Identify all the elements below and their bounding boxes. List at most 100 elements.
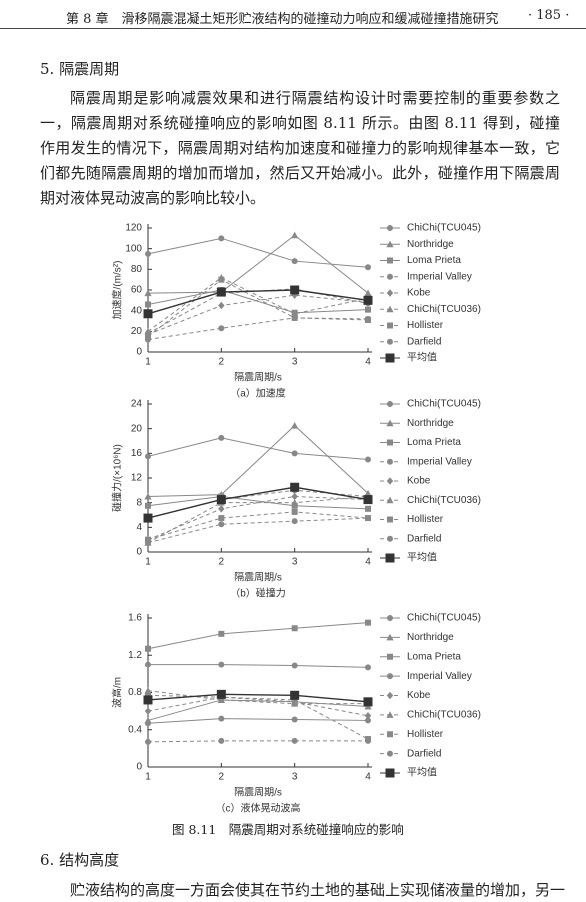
y-tick-label: 0 <box>136 547 142 558</box>
legend-marker <box>386 711 394 718</box>
legend-marker <box>386 419 394 427</box>
marker <box>218 737 225 744</box>
marker <box>291 499 299 506</box>
marker <box>291 231 299 239</box>
marker <box>145 301 151 308</box>
marker <box>291 696 298 703</box>
series-line <box>147 511 369 541</box>
y-tick-label: 0 <box>136 347 142 358</box>
series-line <box>147 696 369 717</box>
chart-caption: （b）碰撞力 <box>230 587 286 600</box>
legend-label: Kobe <box>407 288 431 299</box>
marker <box>145 661 151 668</box>
legend-label: 平均值 <box>407 351 437 364</box>
marker <box>143 513 153 523</box>
legend-label: Imperial Valley <box>407 271 472 282</box>
section-heading: 6. 结构高度 <box>40 851 120 869</box>
marker <box>365 456 371 463</box>
marker <box>363 295 373 305</box>
marker <box>363 697 373 707</box>
legend-marker <box>387 458 393 465</box>
legend-marker <box>385 553 395 563</box>
marker <box>144 687 152 694</box>
legend-label: Northridge <box>407 632 454 643</box>
marker <box>218 661 225 668</box>
y-tick-label: 0 <box>136 762 142 773</box>
marker <box>291 508 298 515</box>
legend-label: Hollister <box>407 320 444 331</box>
marker <box>145 502 151 509</box>
legend-marker <box>387 653 393 660</box>
y-tick-label: 1.2 <box>128 650 142 661</box>
marker <box>291 421 299 429</box>
legend-marker <box>387 535 393 542</box>
x-tick-label: 4 <box>365 557 371 568</box>
legend-label: Loma Prieta <box>407 651 461 662</box>
y-tick-label: 40 <box>131 305 143 316</box>
x-tick-label: 3 <box>292 772 298 783</box>
marker <box>365 515 371 522</box>
legend-marker <box>387 338 393 345</box>
legend-marker <box>385 353 395 363</box>
legend-label: ChiChi(TCU045) <box>407 399 481 410</box>
header: 第 8 章 滑移隔震混凝土矩形贮液结构的碰撞动力响应和缓减碰撞措施研究 · 18… <box>0 6 586 29</box>
legend-label: ChiChi(TCU045) <box>407 613 481 624</box>
paragraph: 隔震周期是影响减震效果和进行隔震结构设计时需要控制的重要参数之一，隔震周期对系统… <box>40 89 560 207</box>
marker <box>365 264 371 271</box>
marker <box>218 434 225 441</box>
legend-marker <box>387 673 393 680</box>
legend-marker <box>387 322 393 329</box>
y-tick-label: 0.8 <box>128 687 142 698</box>
marker <box>218 235 225 242</box>
marker <box>145 738 151 745</box>
legend-label: Imperial Valley <box>407 456 472 467</box>
y-tick-label: 8 <box>136 497 142 508</box>
marker <box>145 692 151 699</box>
marker <box>291 716 298 723</box>
chart-caption: （a）加速度 <box>230 387 286 400</box>
marker <box>363 495 373 505</box>
marker <box>291 492 298 501</box>
marker <box>290 690 300 700</box>
marker <box>216 287 226 297</box>
x-axis-label: 隔震周期/s <box>234 572 282 584</box>
marker <box>365 664 371 671</box>
marker <box>145 453 151 460</box>
chart-caption: （c）液体晃动波高 <box>216 802 301 815</box>
legend-label: Northridge <box>407 239 454 250</box>
chapter-title: 第 8 章 滑移隔震混凝土矩形贮液结构的碰撞动力响应和缓减碰撞措施研究 <box>66 12 499 27</box>
x-tick-label: 2 <box>219 357 225 368</box>
x-tick-label: 2 <box>219 772 225 783</box>
legend-marker <box>386 240 394 248</box>
marker <box>145 539 151 546</box>
legend-marker <box>387 615 393 621</box>
marker <box>365 619 371 626</box>
series-line <box>147 277 369 332</box>
marker <box>364 289 372 297</box>
marker <box>218 630 225 637</box>
y-tick-label: 100 <box>125 243 142 254</box>
series-line <box>147 486 369 519</box>
marker <box>145 645 151 652</box>
legend-label: Hollister <box>407 729 444 740</box>
series-line <box>147 294 369 335</box>
marker <box>144 327 152 335</box>
x-tick-label: 4 <box>365 357 371 368</box>
y-tick-label: 4 <box>136 522 142 533</box>
legend-marker <box>387 225 393 231</box>
legend-label: Darfield <box>407 336 441 347</box>
legend-marker <box>386 496 394 504</box>
series-line <box>147 740 368 743</box>
section-heading: 5. 隔震周期 <box>40 60 120 78</box>
marker <box>291 662 298 669</box>
marker <box>365 315 371 322</box>
legend-label: ChiChi(TCU036) <box>407 710 481 721</box>
series-line <box>147 699 369 721</box>
marker <box>145 720 151 727</box>
series-line <box>147 317 369 341</box>
x-tick-label: 1 <box>145 357 151 368</box>
marker <box>291 737 298 744</box>
x-axis-label: 隔震周期/s <box>234 787 282 799</box>
marker <box>365 717 371 724</box>
